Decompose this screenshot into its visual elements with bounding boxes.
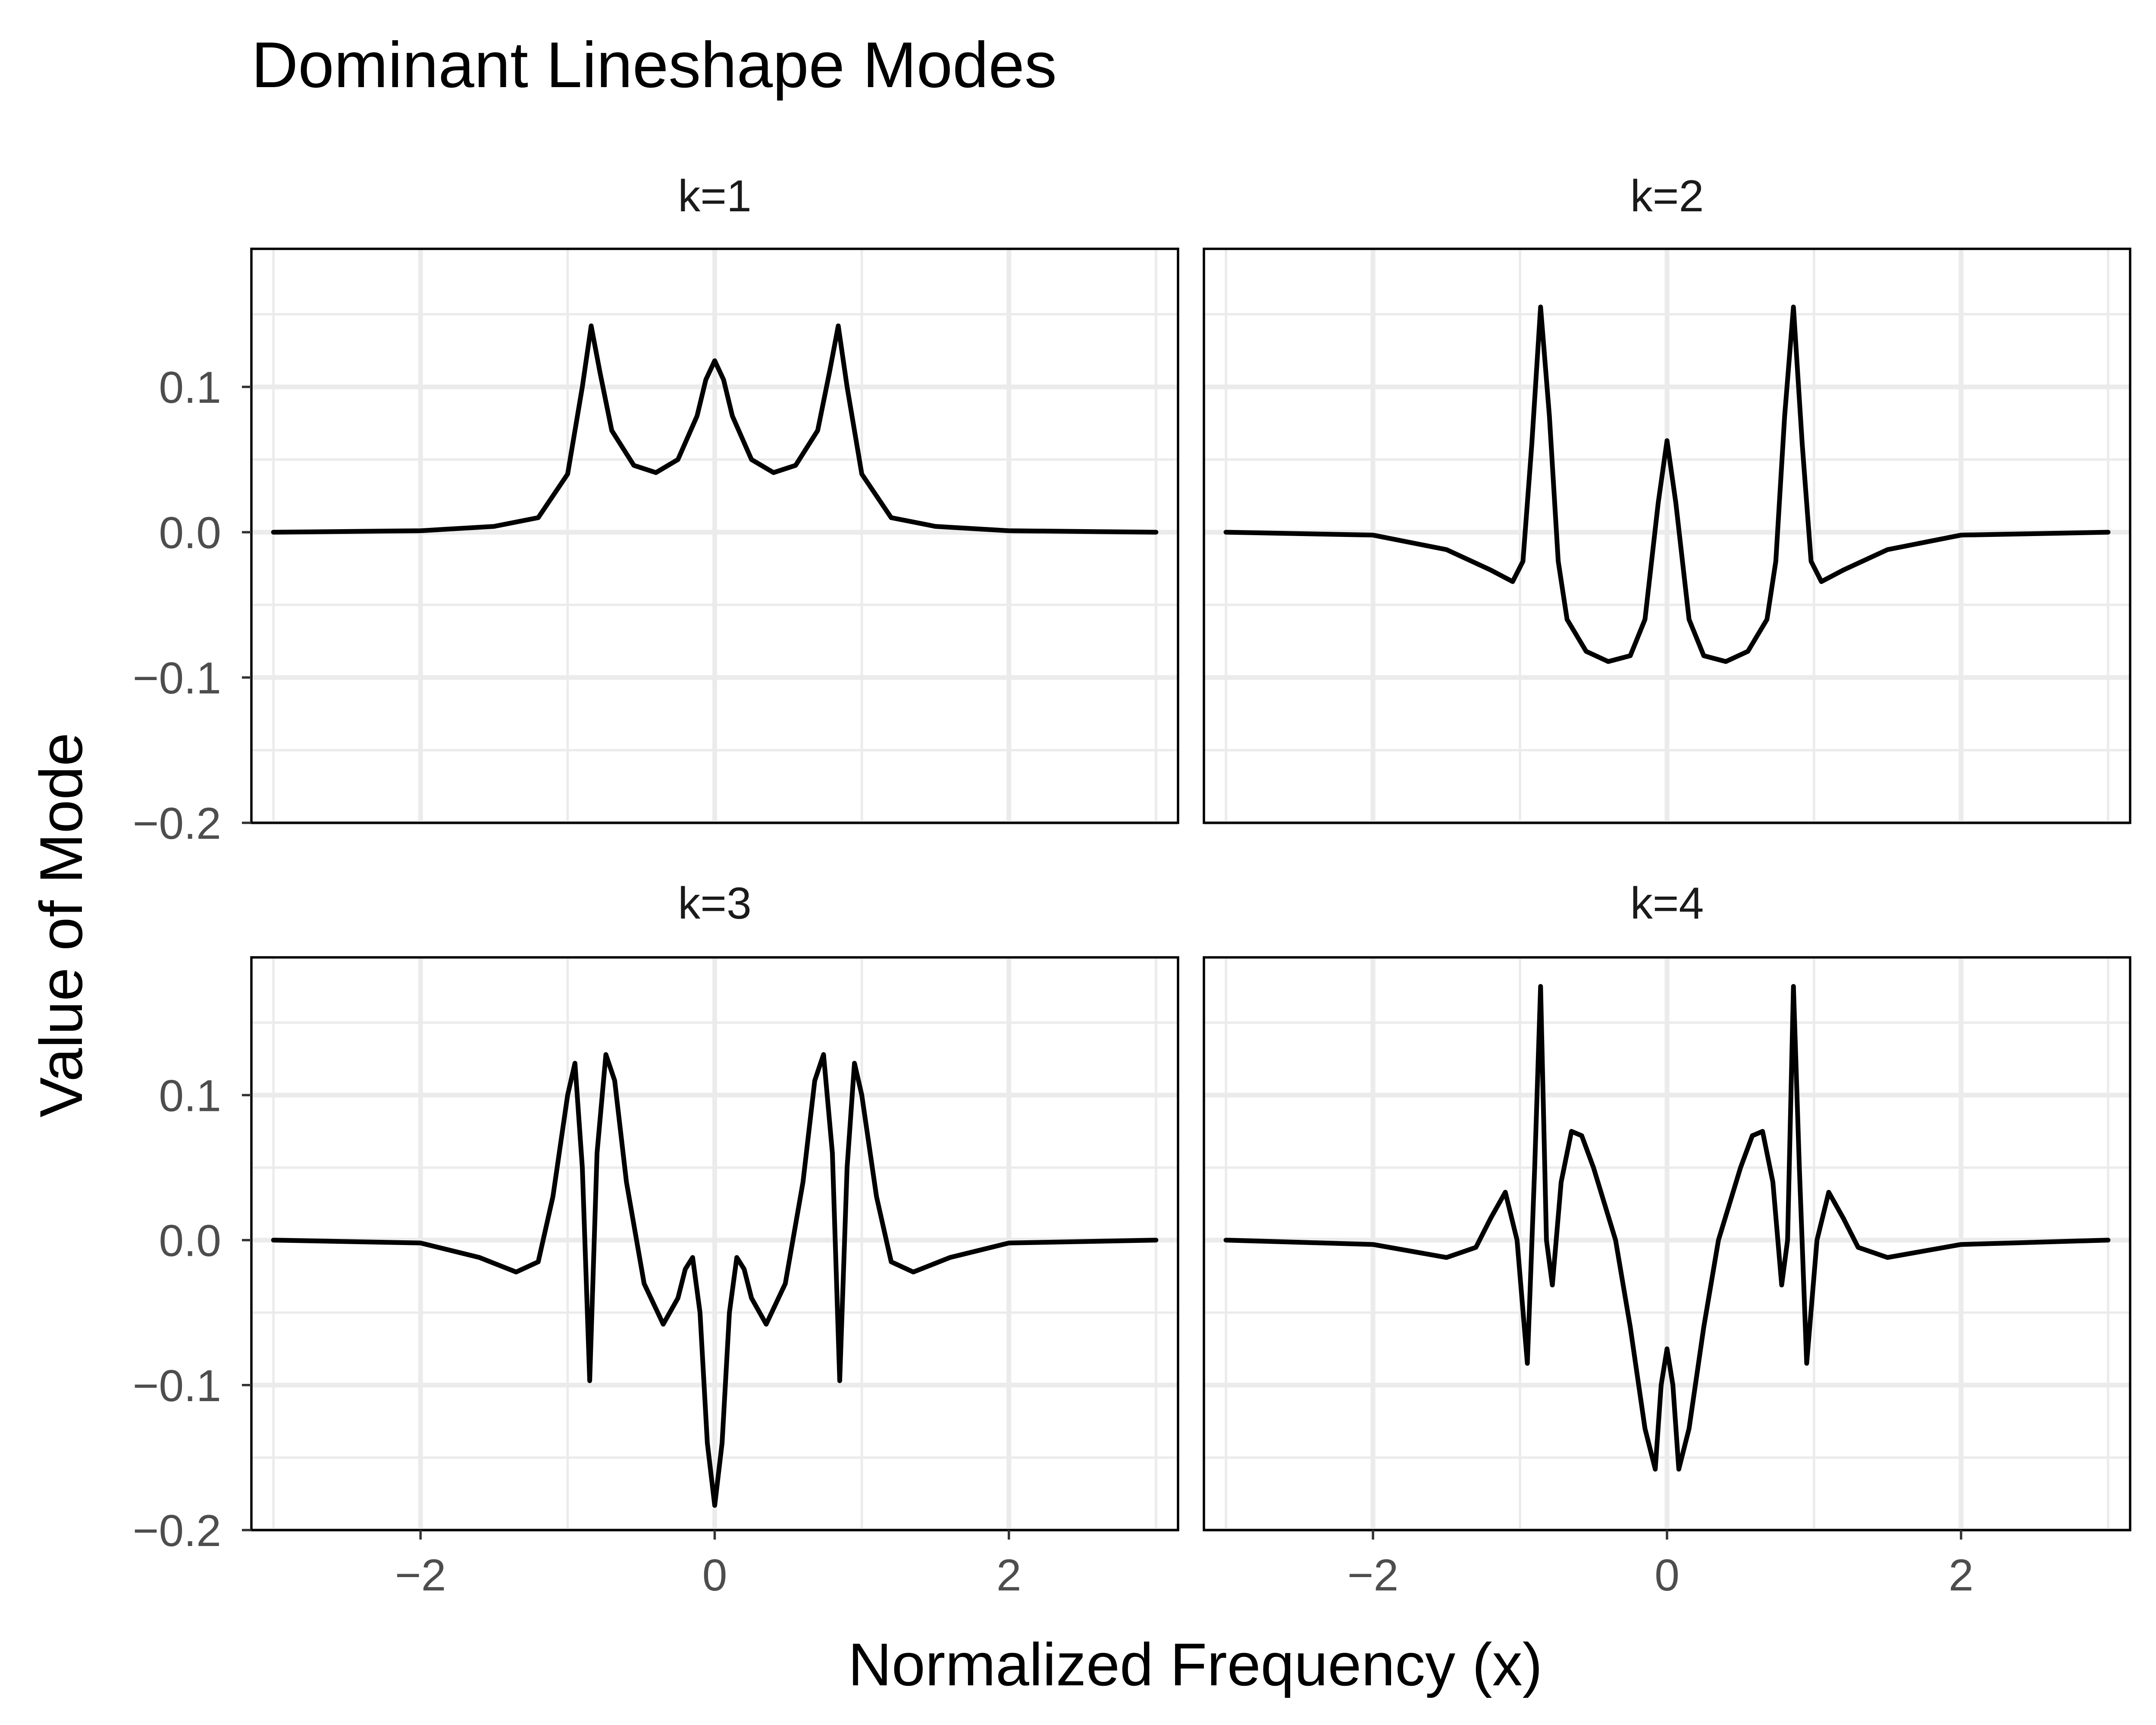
panel-border	[1203, 248, 2131, 824]
facet-label: k=3	[678, 878, 752, 928]
y-tick-label: 0.0	[159, 508, 221, 558]
mode-line-series	[1223, 304, 2111, 664]
y-tick-label: 0.1	[159, 1071, 221, 1121]
y-tick-label: 0.1	[159, 363, 221, 413]
facet-label: k=4	[1630, 878, 1704, 928]
y-tick-label: −0.1	[133, 653, 221, 703]
x-tick-label: 0	[702, 1550, 727, 1600]
mode-line-series	[1223, 984, 2111, 1472]
x-tick-label: 2	[1949, 1550, 1974, 1600]
y-tick-label: 0.0	[159, 1216, 221, 1266]
y-tick-label: −0.2	[133, 799, 221, 849]
facet-label: k=1	[678, 171, 752, 221]
y-tick-label: −0.2	[133, 1506, 221, 1556]
facet-panel-2: k=2	[1203, 171, 2131, 825]
x-tick-label: 2	[997, 1550, 1022, 1600]
facet-panel-4: k=4 −2 0 2	[1203, 878, 2131, 1600]
y-axis-title: Value of Mode	[27, 733, 95, 1117]
y-tick-label: −0.1	[133, 1361, 221, 1411]
x-axis-title: Normalized Frequency (x)	[848, 1631, 1542, 1698]
x-tick-label: 0	[1655, 1550, 1680, 1600]
x-tick-label: −2	[1348, 1550, 1399, 1600]
x-tick-label: −2	[395, 1550, 446, 1600]
facet-panel-3: k=3 −0.2 −0.1 0.0 0.1 −2 0 2	[133, 878, 1179, 1600]
mode-line-series	[271, 1052, 1159, 1508]
facet-panels: k=1 −0.2 −0.1 0.0 0.1 k=2 k=3 −0.2 −0.1 0.0 0.1 −2 0…	[133, 171, 2131, 1600]
mode-line-series	[271, 323, 1159, 535]
facet-label: k=2	[1630, 171, 1704, 221]
panel-border	[250, 248, 1179, 824]
chart-title: Dominant Lineshape Modes	[251, 28, 1057, 101]
facet-panel-1: k=1 −0.2 −0.1 0.0 0.1	[133, 171, 1179, 849]
